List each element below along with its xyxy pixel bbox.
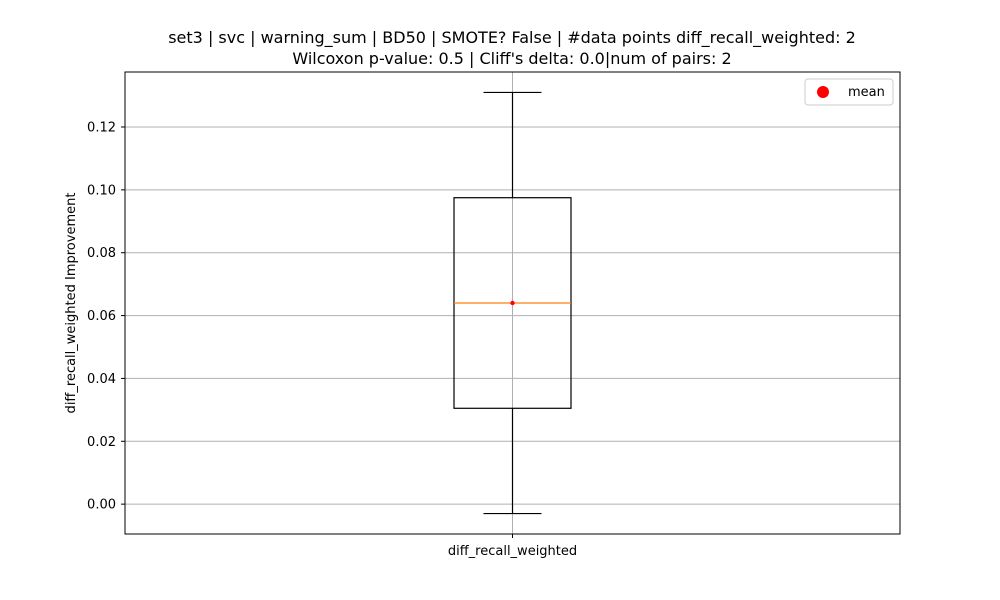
legend: mean [804,78,894,106]
y-tick-label: 0.12 [87,121,116,136]
y-tick-label: 0.08 [87,246,116,261]
mean-marker [510,300,515,306]
chart-title-line-1: set3 | svc | warning_sum | BD50 | SMOTE?… [168,28,856,48]
plot-area-frame [124,71,901,535]
y-tick-label: 0.02 [87,435,116,450]
y-tick-label: 0.10 [87,183,116,198]
legend-mean-marker [817,86,829,98]
chart-title-line-2: Wilcoxon p-value: 0.5 | Cliff's delta: 0… [292,49,731,68]
y-axis-ticks: 0.00 0.02 0.04 0.06 0.08 0.10 0.12 [87,121,125,513]
x-axis-ticks: diff_recall_weighted [448,534,577,559]
y-axis-label: diff_recall_weighted Improvement [64,193,79,414]
legend-frame [804,78,894,106]
y-tick-label: 0.06 [87,309,116,324]
legend-mean-label: mean [848,85,885,100]
y-tick-label: 0.00 [87,498,116,513]
y-tick-label: 0.04 [87,372,116,387]
x-tick-label: diff_recall_weighted [448,544,577,559]
box-group [453,91,572,515]
